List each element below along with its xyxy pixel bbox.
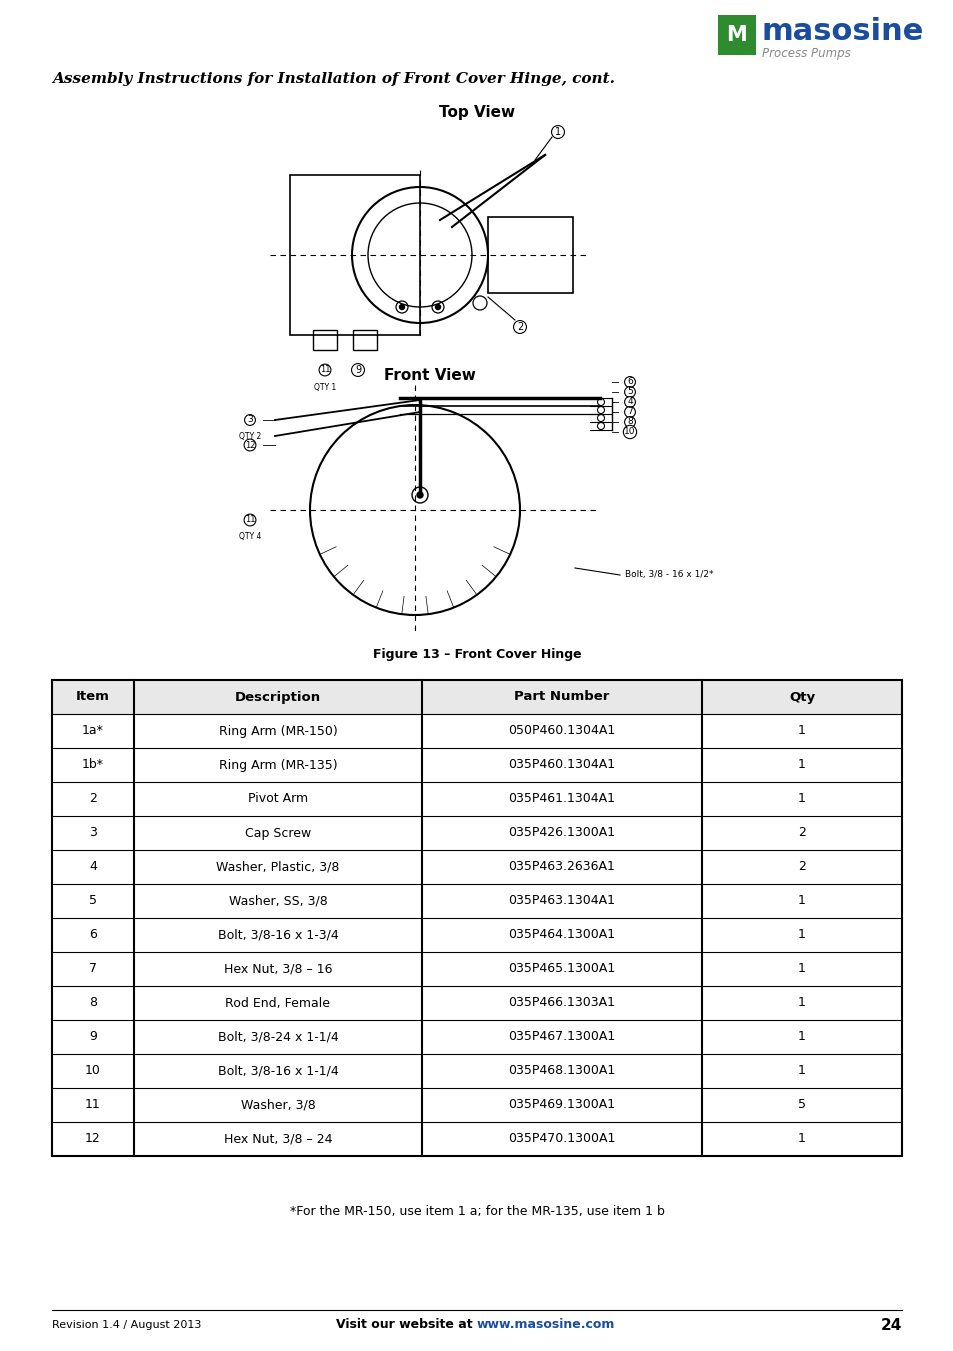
Text: Cap Screw: Cap Screw — [245, 827, 311, 839]
Bar — [290, 176, 419, 335]
Text: 8: 8 — [626, 417, 632, 427]
Text: Rod End, Female: Rod End, Female — [225, 997, 330, 1009]
Text: 035P470.1300A1: 035P470.1300A1 — [508, 1132, 615, 1146]
Text: 10: 10 — [623, 427, 635, 436]
Text: 11: 11 — [319, 366, 330, 374]
Text: 035P467.1300A1: 035P467.1300A1 — [508, 1031, 615, 1043]
Text: 1: 1 — [798, 997, 805, 1009]
Text: 035P460.1304A1: 035P460.1304A1 — [508, 758, 615, 771]
Text: 035P469.1300A1: 035P469.1300A1 — [508, 1098, 615, 1112]
Text: 2: 2 — [89, 793, 97, 805]
Text: 7: 7 — [89, 962, 97, 975]
Circle shape — [435, 304, 440, 309]
Text: 11: 11 — [245, 516, 255, 524]
Text: 5: 5 — [89, 894, 97, 908]
Text: 1: 1 — [798, 1065, 805, 1078]
Text: 035P426.1300A1: 035P426.1300A1 — [508, 827, 615, 839]
Text: 3: 3 — [89, 827, 97, 839]
Bar — [488, 218, 573, 293]
Text: Assembly Instructions for Installation of Front Cover Hinge, cont.: Assembly Instructions for Installation o… — [52, 72, 615, 86]
Text: Description: Description — [234, 690, 321, 704]
Text: 035P463.1304A1: 035P463.1304A1 — [508, 894, 615, 908]
Text: masosine: masosine — [761, 18, 923, 46]
Text: Qty: Qty — [788, 690, 814, 704]
Text: 035P464.1300A1: 035P464.1300A1 — [508, 928, 615, 942]
Text: 2: 2 — [798, 861, 805, 874]
Text: 11: 11 — [85, 1098, 101, 1112]
Text: Bolt, 3/8-16 x 1-1/4: Bolt, 3/8-16 x 1-1/4 — [217, 1065, 338, 1078]
Text: Washer, Plastic, 3/8: Washer, Plastic, 3/8 — [216, 861, 339, 874]
Text: 12: 12 — [245, 440, 255, 450]
Text: QTY 4: QTY 4 — [238, 532, 261, 540]
Text: M: M — [726, 26, 746, 45]
Text: *For the MR-150, use item 1 a; for the MR-135, use item 1 b: *For the MR-150, use item 1 a; for the M… — [290, 1205, 663, 1219]
Text: 035P468.1300A1: 035P468.1300A1 — [508, 1065, 615, 1078]
Circle shape — [399, 304, 404, 309]
Text: Part Number: Part Number — [514, 690, 609, 704]
Text: 050P460.1304A1: 050P460.1304A1 — [508, 724, 615, 738]
Text: 035P461.1304A1: 035P461.1304A1 — [508, 793, 615, 805]
Text: 1: 1 — [798, 1132, 805, 1146]
Text: Revision 1.4 / August 2013: Revision 1.4 / August 2013 — [52, 1320, 201, 1329]
Text: QTY 1: QTY 1 — [314, 382, 335, 392]
Text: 1: 1 — [798, 928, 805, 942]
Text: Item: Item — [76, 690, 110, 704]
Circle shape — [416, 492, 422, 499]
Text: 2: 2 — [517, 322, 522, 332]
Text: 8: 8 — [89, 997, 97, 1009]
Text: 1: 1 — [798, 1031, 805, 1043]
Text: 1b*: 1b* — [82, 758, 104, 771]
Text: 1: 1 — [555, 127, 560, 136]
Bar — [313, 330, 336, 350]
Text: www.masosine.com: www.masosine.com — [476, 1319, 615, 1332]
Text: 035P465.1300A1: 035P465.1300A1 — [508, 962, 615, 975]
Text: 1: 1 — [798, 793, 805, 805]
Text: Top View: Top View — [438, 105, 515, 120]
Text: 2: 2 — [798, 827, 805, 839]
Text: 1a*: 1a* — [82, 724, 104, 738]
Text: 3: 3 — [247, 416, 253, 424]
Text: 9: 9 — [355, 365, 360, 376]
Text: 9: 9 — [89, 1031, 97, 1043]
Text: 7: 7 — [626, 408, 632, 416]
Text: 12: 12 — [85, 1132, 101, 1146]
Text: Visit our website at: Visit our website at — [335, 1319, 476, 1332]
Text: 5: 5 — [626, 388, 632, 396]
FancyBboxPatch shape — [718, 15, 755, 55]
Text: 1: 1 — [798, 894, 805, 908]
Text: Bolt, 3/8 - 16 x 1/2*: Bolt, 3/8 - 16 x 1/2* — [624, 570, 713, 580]
Text: Hex Nut, 3/8 – 16: Hex Nut, 3/8 – 16 — [224, 962, 332, 975]
Text: Figure 13 – Front Cover Hinge: Figure 13 – Front Cover Hinge — [373, 648, 580, 661]
Text: 1: 1 — [798, 724, 805, 738]
Text: Front View: Front View — [384, 367, 476, 382]
Text: Bolt, 3/8-16 x 1-3/4: Bolt, 3/8-16 x 1-3/4 — [217, 928, 338, 942]
Text: Washer, SS, 3/8: Washer, SS, 3/8 — [229, 894, 327, 908]
Text: 5: 5 — [797, 1098, 805, 1112]
Text: Process Pumps: Process Pumps — [761, 47, 850, 59]
Bar — [52, 680, 901, 713]
Text: QTY 2: QTY 2 — [238, 432, 261, 440]
Text: Hex Nut, 3/8 – 24: Hex Nut, 3/8 – 24 — [224, 1132, 332, 1146]
Text: Ring Arm (MR-150): Ring Arm (MR-150) — [218, 724, 337, 738]
Text: 4: 4 — [89, 861, 97, 874]
Text: 6: 6 — [626, 377, 632, 386]
Text: 10: 10 — [85, 1065, 101, 1078]
Text: 1: 1 — [798, 962, 805, 975]
Text: Bolt, 3/8-24 x 1-1/4: Bolt, 3/8-24 x 1-1/4 — [217, 1031, 338, 1043]
Bar — [353, 330, 376, 350]
Text: Washer, 3/8: Washer, 3/8 — [240, 1098, 315, 1112]
Text: 1: 1 — [798, 758, 805, 771]
Text: 6: 6 — [89, 928, 97, 942]
Text: Pivot Arm: Pivot Arm — [248, 793, 308, 805]
Text: 035P466.1303A1: 035P466.1303A1 — [508, 997, 615, 1009]
Text: 24: 24 — [880, 1317, 901, 1332]
Text: 035P463.2636A1: 035P463.2636A1 — [508, 861, 615, 874]
Text: 4: 4 — [626, 397, 632, 407]
Text: Ring Arm (MR-135): Ring Arm (MR-135) — [218, 758, 337, 771]
